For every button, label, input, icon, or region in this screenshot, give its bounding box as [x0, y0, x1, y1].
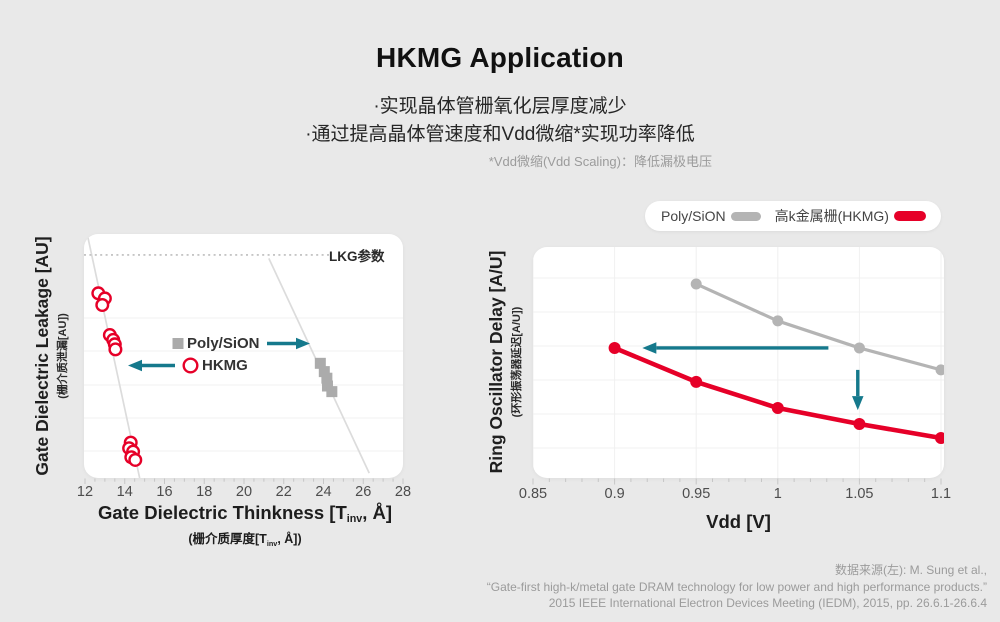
left-chart-x-ticks: 12 14 16 18 20 22 24 26 28 — [77, 484, 414, 500]
legend-label-polysion: Poly/SiON — [661, 208, 726, 224]
x-tick-label: 24 — [315, 484, 332, 500]
chart-legend: Poly/SiON 高k金属栅(HKMG) — [645, 201, 941, 231]
legend-swatch-hkmg — [893, 211, 926, 221]
bullet-line-2: ·通过提高晶体管速度和Vdd微缩*实现功率降低 — [305, 124, 695, 145]
data-source-citation: 数据来源(左): M. Sung et al., “Gate-first hig… — [487, 562, 987, 612]
x-tick-label: 0.9 — [604, 486, 625, 502]
page-title: HKMG Application — [376, 42, 624, 73]
left-chart-panel — [84, 234, 403, 478]
citation-line-2: “Gate-first high-k/metal gate DRAM techn… — [486, 579, 987, 594]
x-tick-label: 22 — [275, 484, 292, 500]
footnote-vdd-scaling: *Vdd微缩(Vdd Scaling)：降低漏极电压 — [488, 154, 712, 169]
left-chart-y-axis-label: Gate Dielectric Leakage [AU] (栅介质泄漏[AU]) — [32, 236, 69, 476]
inner-legend-polysion: Poly/SiON — [187, 335, 260, 352]
citation-line-1: 数据来源(左): M. Sung et al., — [834, 563, 987, 577]
citation-line-3: 2015 IEEE International Electron Devices… — [548, 596, 987, 610]
inner-legend-hkmg: HKMG — [202, 357, 248, 374]
right-chart-panel — [533, 247, 944, 478]
x-tick-label: 0.85 — [518, 486, 548, 502]
right-chart-x-axis-label: Vdd [V] — [706, 511, 771, 532]
x-tick-label: 1.1 — [930, 486, 952, 502]
x-tick-label: 1.05 — [845, 486, 874, 502]
x-tick-label: 26 — [355, 484, 372, 500]
x-tick-label: 12 — [76, 484, 94, 500]
lkg-threshold-label: LKG参数 — [329, 249, 385, 264]
left-chart-x-axis-label-cn: (栅介质厚度[Tinv, Å]) — [188, 532, 302, 548]
legend-label-hkmg: 高k金属栅(HKMG) — [774, 208, 889, 224]
legend-swatch-polysion — [730, 211, 761, 221]
left-chart-x-axis-label: Gate Dielectric Thinkness [Tinv, Å] — [97, 502, 393, 525]
x-tick-label: 18 — [196, 484, 213, 500]
right-chart-y-axis-label: Ring Oscillator Delay [A/U] (环形振荡器延迟[A/U… — [486, 250, 523, 474]
x-tick-label: 20 — [235, 484, 253, 500]
x-tick-label: 14 — [116, 484, 133, 500]
x-tick-label: 16 — [156, 484, 173, 500]
right-chart-x-ticks: 0.85 0.9 0.95 1 1.05 1.1 — [519, 486, 953, 502]
x-tick-label: 28 — [394, 484, 412, 500]
x-tick-label: 1 — [773, 486, 782, 502]
x-tick-label: 0.95 — [682, 486, 711, 502]
bullet-line-1: ·实现晶体管栅氧化层厚度减少 — [373, 96, 627, 117]
